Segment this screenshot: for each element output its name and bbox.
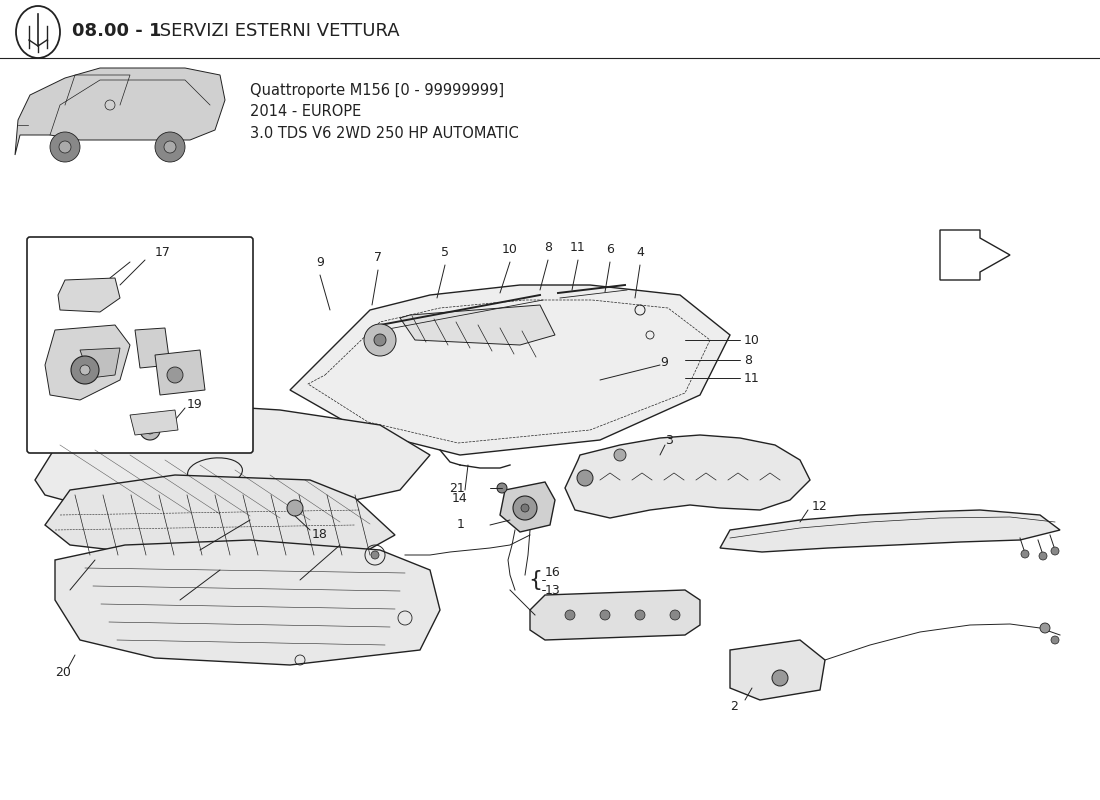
Circle shape xyxy=(1050,636,1059,644)
Circle shape xyxy=(497,483,507,493)
Circle shape xyxy=(521,504,529,512)
Polygon shape xyxy=(130,410,178,435)
Polygon shape xyxy=(400,305,556,345)
Circle shape xyxy=(1040,552,1047,560)
Circle shape xyxy=(287,500,303,516)
Text: 20: 20 xyxy=(55,666,70,679)
Text: 5: 5 xyxy=(441,246,449,259)
Circle shape xyxy=(1040,623,1050,633)
Polygon shape xyxy=(290,285,730,455)
Polygon shape xyxy=(35,405,430,520)
Text: 17: 17 xyxy=(155,246,170,259)
Polygon shape xyxy=(530,590,700,640)
Circle shape xyxy=(1050,547,1059,555)
Circle shape xyxy=(670,610,680,620)
Circle shape xyxy=(1021,550,1028,558)
Circle shape xyxy=(600,610,610,620)
Polygon shape xyxy=(565,435,810,518)
Text: 4: 4 xyxy=(636,246,644,259)
Circle shape xyxy=(565,610,575,620)
Circle shape xyxy=(50,132,80,162)
Polygon shape xyxy=(45,475,395,560)
Circle shape xyxy=(164,141,176,153)
Circle shape xyxy=(155,132,185,162)
Text: 8: 8 xyxy=(544,241,552,254)
Polygon shape xyxy=(80,348,120,378)
Circle shape xyxy=(364,324,396,356)
Text: Quattroporte M156 [0 - 99999999]: Quattroporte M156 [0 - 99999999] xyxy=(250,82,504,98)
Text: 8: 8 xyxy=(744,354,752,366)
Circle shape xyxy=(59,141,72,153)
Circle shape xyxy=(80,365,90,375)
Text: 7: 7 xyxy=(374,251,382,264)
Text: 6: 6 xyxy=(606,243,614,256)
Circle shape xyxy=(167,367,183,383)
Text: 10: 10 xyxy=(502,243,518,256)
Circle shape xyxy=(772,670,788,686)
Text: 9: 9 xyxy=(660,355,668,369)
Polygon shape xyxy=(500,482,556,532)
Circle shape xyxy=(513,496,537,520)
Text: 3: 3 xyxy=(666,434,673,446)
Polygon shape xyxy=(55,540,440,665)
Polygon shape xyxy=(720,510,1060,552)
Circle shape xyxy=(371,551,380,559)
Text: 10: 10 xyxy=(744,334,760,346)
Circle shape xyxy=(635,610,645,620)
Circle shape xyxy=(578,470,593,486)
Text: 21: 21 xyxy=(449,482,465,494)
Circle shape xyxy=(146,426,154,434)
Text: 11: 11 xyxy=(570,241,586,254)
Polygon shape xyxy=(135,328,170,368)
Text: 1: 1 xyxy=(458,518,465,531)
Polygon shape xyxy=(730,640,825,700)
Text: 11: 11 xyxy=(744,371,760,385)
Text: 16: 16 xyxy=(544,566,561,578)
Circle shape xyxy=(374,334,386,346)
Polygon shape xyxy=(15,68,225,155)
Circle shape xyxy=(72,356,99,384)
Text: 19: 19 xyxy=(187,398,202,411)
Text: 08.00 - 1: 08.00 - 1 xyxy=(72,22,162,40)
Text: SERVIZI ESTERNI VETTURA: SERVIZI ESTERNI VETTURA xyxy=(154,22,399,40)
Text: 14: 14 xyxy=(452,491,468,505)
Circle shape xyxy=(140,420,159,440)
FancyBboxPatch shape xyxy=(28,237,253,453)
Polygon shape xyxy=(45,325,130,400)
Text: 12: 12 xyxy=(812,501,827,514)
Text: 2014 - EUROPE: 2014 - EUROPE xyxy=(250,105,361,119)
Text: 2: 2 xyxy=(730,699,738,713)
Circle shape xyxy=(614,449,626,461)
Text: 3.0 TDS V6 2WD 250 HP AUTOMATIC: 3.0 TDS V6 2WD 250 HP AUTOMATIC xyxy=(250,126,519,142)
Polygon shape xyxy=(155,350,205,395)
Polygon shape xyxy=(940,230,1010,280)
Text: 9: 9 xyxy=(316,256,323,269)
Polygon shape xyxy=(58,278,120,312)
Text: 18: 18 xyxy=(312,529,328,542)
Text: {: { xyxy=(528,570,542,590)
Text: 13: 13 xyxy=(544,583,561,597)
